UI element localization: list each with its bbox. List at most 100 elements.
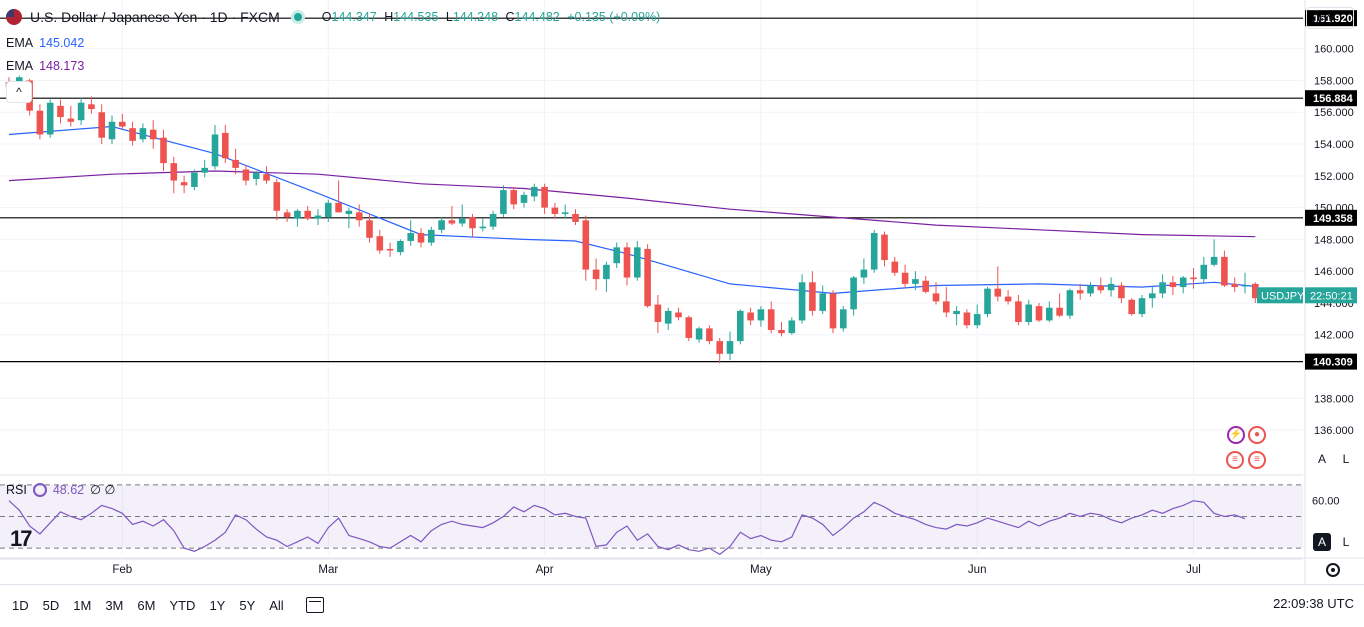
candle (531, 186, 538, 197)
candle (67, 118, 75, 122)
range-ytd[interactable]: YTD (169, 597, 196, 613)
horizontal-levels[interactable] (0, 17, 1303, 363)
candle (1221, 256, 1228, 286)
usd-flag-icon (6, 9, 22, 25)
level-price-label: 161.920 (1313, 13, 1353, 25)
candle (407, 233, 414, 241)
ema-slow-legend[interactable]: EMA 148.173 (6, 59, 85, 73)
candle (1169, 282, 1177, 288)
candle (1231, 283, 1238, 288)
candle (1149, 293, 1156, 299)
tradingview-logo[interactable]: 17 (10, 526, 33, 551)
candle (1252, 283, 1259, 299)
ohlc-values: O144.347 H144.535 L144.248 C144.482 +0.1… (321, 10, 661, 24)
candle (273, 182, 281, 211)
range-1y[interactable]: 1Y (209, 597, 226, 613)
price-tick-label: 156.000 (1314, 107, 1354, 119)
level-price-label: 140.309 (1313, 357, 1353, 369)
range-all[interactable]: All (269, 597, 284, 613)
candle (726, 341, 734, 354)
candle (675, 312, 682, 318)
candle (881, 234, 888, 261)
candle (912, 279, 919, 284)
candle (211, 134, 219, 167)
auto-scale-button[interactable]: A (1317, 452, 1326, 466)
rsi-line (8, 500, 1246, 556)
level-price-label-bg (1305, 209, 1357, 226)
candle (438, 220, 445, 230)
price-tick-label: 142.000 (1314, 330, 1354, 342)
alert-event-icon[interactable]: ● (1248, 426, 1266, 444)
lightning-event-icon[interactable]: ⚡ (1227, 426, 1245, 444)
candle (788, 320, 796, 334)
candle (345, 210, 353, 214)
calendar-icon[interactable] (305, 597, 324, 613)
range-3m[interactable]: 3M (105, 597, 124, 613)
range-1d[interactable]: 1D (12, 597, 29, 613)
ema-slow-line (8, 170, 1256, 238)
change-value: +0.135 (+0.09%) (567, 10, 661, 24)
level-price-label-bg (1305, 90, 1357, 107)
level-price-label-bg (1305, 353, 1357, 370)
candle (1190, 277, 1197, 280)
candle (1200, 264, 1208, 280)
time-grid (121, 0, 1194, 555)
candle (191, 172, 198, 187)
time-tick-label: Feb (112, 564, 132, 576)
price-tick-label: 146.000 (1314, 266, 1354, 278)
chart-canvas[interactable]: 136.000138.000142.000144.000146.000148.0… (0, 0, 1364, 584)
rsi-tick-label: 60.00 (1312, 496, 1340, 508)
candle (829, 293, 837, 329)
range-5y[interactable]: 5Y (239, 597, 256, 613)
candle (603, 264, 610, 280)
candle (716, 341, 723, 354)
candle (809, 282, 816, 311)
candle (325, 202, 332, 218)
us-event-flag-icon-2[interactable]: ≡ (1248, 451, 1266, 469)
candle (160, 137, 167, 164)
candle (1056, 307, 1063, 316)
candle (355, 212, 363, 221)
candle (129, 128, 136, 141)
candle (1087, 285, 1094, 294)
price-axis[interactable]: 136.000138.000142.000144.000146.000148.0… (1257, 0, 1357, 584)
candle (541, 186, 548, 208)
currency-button[interactable]: JPY (1306, 7, 1354, 29)
candle (582, 220, 590, 270)
candle (386, 248, 394, 251)
candle (634, 247, 641, 278)
time-axis[interactable]: Feb Mar Apr May Jun Jul (0, 557, 1364, 576)
rsi-log-scale-button[interactable]: L (1342, 535, 1350, 549)
utc-clock[interactable]: 22:09:38 UTC (1273, 596, 1354, 611)
candle (1138, 298, 1146, 315)
ema-fast-legend[interactable]: EMA 145.042 (6, 36, 85, 50)
symbol-title[interactable]: U.S. Dollar / Japanese Yen · 1D · FXCM (30, 9, 280, 25)
symbol-tag-bg (1257, 287, 1303, 304)
rsi-auto-scale-button[interactable]: A (1313, 533, 1331, 551)
collapse-legend-button[interactable]: ^ (6, 81, 32, 103)
candle (1025, 304, 1032, 323)
market-status-icon[interactable] (293, 13, 302, 21)
candle (88, 104, 95, 110)
candle (242, 169, 250, 181)
rsi-settings-icon[interactable] (32, 482, 47, 497)
settings-gear-icon[interactable] (1326, 563, 1340, 577)
candle (551, 207, 559, 214)
candle (572, 213, 579, 222)
candle (201, 167, 208, 173)
range-5d[interactable]: 5D (42, 597, 60, 613)
range-1m[interactable]: 1M (73, 597, 92, 613)
level-price-label-bg (1305, 10, 1357, 27)
candle (644, 248, 651, 307)
candle (304, 210, 311, 219)
candle (757, 309, 765, 321)
range-6m[interactable]: 6M (137, 597, 156, 613)
bottom-toolbar: 1D 5D 1M 3M 6M YTD 1Y 5Y All (0, 584, 1364, 625)
candle (1004, 296, 1012, 302)
candle (943, 301, 950, 313)
log-scale-button[interactable]: L (1342, 452, 1350, 466)
us-event-flag-icon[interactable]: ≡ (1226, 451, 1244, 469)
rsi-legend[interactable]: RSI 48.62 ∅ ∅ (6, 482, 116, 497)
candle (767, 309, 775, 330)
candle (840, 309, 847, 329)
